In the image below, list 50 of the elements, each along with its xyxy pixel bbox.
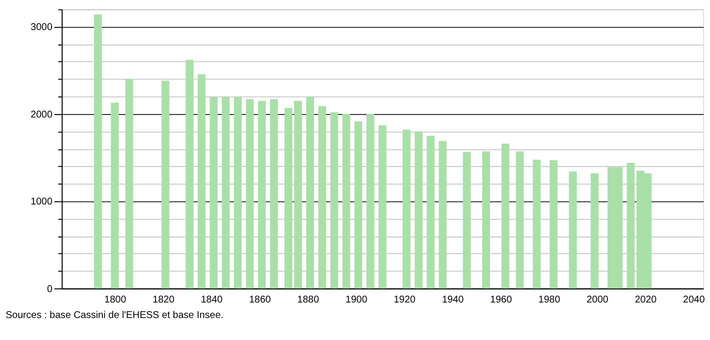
bar (402, 130, 410, 288)
x-tick-label: 2040 (683, 294, 706, 306)
x-tick-label: 1980 (538, 294, 561, 306)
bar (162, 80, 170, 288)
bar (482, 151, 490, 288)
bar (110, 102, 119, 288)
y-tick-label: 2000 (30, 109, 53, 120)
bar (568, 172, 577, 288)
y-tick-label: 0 (46, 284, 53, 295)
x-tick-label: 1900 (346, 294, 368, 306)
bar (246, 99, 254, 288)
bar (258, 100, 266, 288)
bar (270, 99, 278, 288)
bar (414, 131, 422, 288)
x-tick-label: 1820 (152, 294, 175, 306)
x-tick-label: 1840 (200, 294, 224, 306)
x-tick-label: 2020 (634, 294, 658, 306)
x-tick-label: 1960 (490, 294, 512, 306)
bar (234, 96, 242, 288)
x-tick-label: 2000 (586, 294, 609, 306)
x-tick-label: 1880 (297, 294, 320, 306)
bar (550, 160, 558, 288)
bar (590, 173, 598, 288)
bar (354, 121, 362, 288)
bar (210, 96, 218, 288)
bar (306, 96, 314, 288)
source-note: Sources : base Cassini de l'EHESS et base Insee. (6, 310, 224, 321)
bar (186, 60, 194, 288)
bar (330, 112, 338, 288)
bar (532, 160, 541, 288)
bar (198, 74, 206, 288)
y-tick-label: 3000 (30, 22, 53, 34)
bar (438, 140, 447, 288)
bar (318, 106, 326, 288)
bar (366, 114, 374, 288)
bar (94, 14, 102, 288)
bar (462, 152, 471, 288)
bar (501, 144, 510, 288)
bar (125, 79, 134, 288)
bar (342, 114, 350, 288)
bar (626, 162, 635, 288)
x-tick-label: 1920 (394, 294, 416, 306)
bar (222, 96, 230, 288)
x-tick-label: 1940 (442, 294, 464, 306)
bar (378, 125, 386, 288)
x-tick-label: 1860 (249, 294, 272, 306)
bar (426, 136, 435, 288)
x-tick-label: 1800 (104, 294, 127, 306)
y-tick-label: 1000 (30, 196, 53, 208)
bar (516, 151, 524, 288)
